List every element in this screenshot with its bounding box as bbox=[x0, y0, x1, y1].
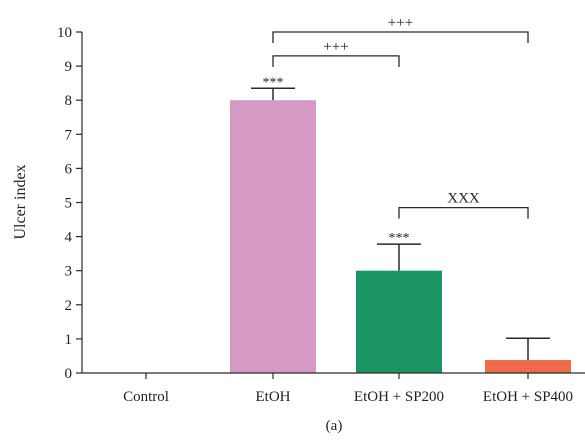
bars bbox=[230, 100, 571, 373]
error-bars bbox=[251, 87, 550, 361]
y-tick-label: 10 bbox=[57, 25, 72, 41]
y-tick-label: 3 bbox=[65, 264, 73, 280]
comparison-label: XXX bbox=[447, 191, 480, 207]
y-tick-label: 0 bbox=[65, 366, 73, 382]
y-tick-label: 6 bbox=[65, 161, 73, 177]
y-axis: 0 1 2 3 4 5 6 7 8 9 10 bbox=[57, 25, 83, 382]
figure-caption: (a) bbox=[326, 418, 343, 434]
y-tick-label: 4 bbox=[65, 230, 73, 246]
y-tick-label: 1 bbox=[65, 332, 73, 348]
significance-stars: *** bbox=[389, 231, 410, 246]
y-axis-label: Ulcer index bbox=[12, 164, 29, 239]
y-tick-label: 5 bbox=[65, 196, 73, 212]
bar-etoh-sp200 bbox=[356, 270, 442, 373]
y-tick-label: 9 bbox=[65, 59, 73, 75]
y-tick-label: 7 bbox=[65, 127, 73, 143]
comparison-label: +++ bbox=[323, 39, 348, 55]
x-axis: Control EtOH EtOH + SP200 EtOH + SP400 bbox=[82, 372, 585, 405]
significance-stars: *** bbox=[263, 75, 284, 90]
comparison-bracket bbox=[272, 31, 529, 43]
x-tick-label: Control bbox=[123, 389, 169, 405]
y-tick-label: 8 bbox=[65, 93, 73, 109]
bar-etoh-sp400 bbox=[485, 360, 571, 373]
bar-etoh bbox=[230, 100, 316, 373]
comparison-brackets: +++ +++ XXX bbox=[272, 15, 529, 219]
comparison-bracket bbox=[398, 206, 529, 219]
comparison-label: +++ bbox=[388, 15, 413, 31]
x-tick-label: EtOH bbox=[256, 389, 291, 405]
y-tick-label: 2 bbox=[65, 298, 73, 314]
comparison-bracket bbox=[272, 55, 400, 67]
x-tick-label: EtOH + SP400 bbox=[483, 389, 573, 405]
x-tick-label: EtOH + SP200 bbox=[354, 389, 444, 405]
significance-marks: *** *** bbox=[263, 75, 410, 246]
